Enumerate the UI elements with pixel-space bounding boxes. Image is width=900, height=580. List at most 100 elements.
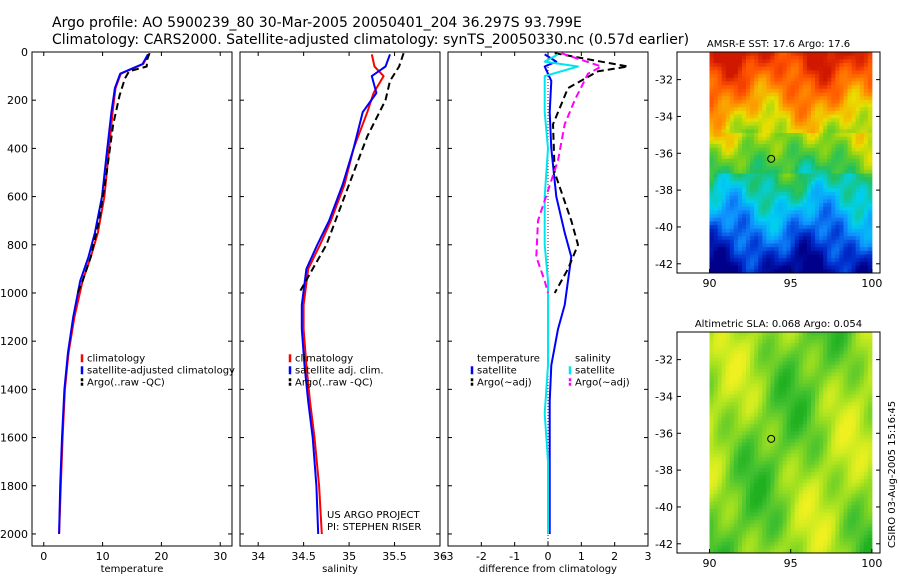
map-cell xyxy=(717,490,723,495)
map-cell xyxy=(839,228,844,233)
map-cell xyxy=(778,129,784,134)
legend-label: climatology xyxy=(87,353,145,364)
map-cell xyxy=(766,409,771,414)
map-cell xyxy=(790,453,796,458)
map-cell xyxy=(847,236,853,241)
map-cell xyxy=(721,261,727,267)
map-cell xyxy=(835,210,840,215)
map-cell xyxy=(746,203,751,208)
map-cell xyxy=(815,103,820,108)
map-cell xyxy=(798,343,804,348)
map-cell xyxy=(859,464,865,469)
map-cell xyxy=(737,96,743,101)
map-cell xyxy=(847,523,853,528)
map-cell xyxy=(835,387,840,392)
map-cell xyxy=(725,409,731,414)
map-cell xyxy=(859,107,865,112)
map-cell xyxy=(786,59,792,64)
map-cell xyxy=(843,169,849,175)
map-cell xyxy=(782,180,788,186)
map-cell xyxy=(721,335,727,340)
map-cell xyxy=(863,261,869,267)
map-cell xyxy=(774,66,779,71)
map-cell xyxy=(758,129,763,134)
map-cell xyxy=(867,203,873,208)
map-cell xyxy=(798,250,804,256)
map-cell xyxy=(843,191,849,197)
map-cell xyxy=(737,77,743,82)
map-cell xyxy=(774,431,779,436)
map-cell xyxy=(794,457,800,462)
map-cell xyxy=(758,401,763,407)
map-cell xyxy=(725,394,731,399)
map-cell xyxy=(758,232,763,237)
map-cell xyxy=(766,77,771,82)
map-cell xyxy=(851,420,857,425)
map-cell xyxy=(863,516,869,521)
map-cell xyxy=(746,530,751,536)
map-cell xyxy=(819,85,824,90)
map-cell xyxy=(721,387,727,392)
map-cell xyxy=(863,530,869,536)
map-cell xyxy=(721,103,727,108)
map-cell xyxy=(754,446,759,451)
map-cell xyxy=(770,339,775,344)
map-cell xyxy=(733,191,739,197)
map-cell xyxy=(851,261,857,267)
map-cell xyxy=(721,427,727,432)
map-cell xyxy=(713,265,719,270)
map-cell xyxy=(737,92,743,97)
map-cell xyxy=(835,398,840,403)
map-cell xyxy=(831,394,836,399)
map-cell xyxy=(827,479,832,484)
map-cell xyxy=(729,468,735,473)
map-cell xyxy=(758,420,763,425)
map-cell xyxy=(863,383,869,388)
map-cell xyxy=(758,258,763,263)
map-cell xyxy=(774,453,779,458)
map-cell xyxy=(790,494,796,499)
map-cell xyxy=(721,376,727,381)
map-cell xyxy=(729,203,735,208)
map-cell xyxy=(802,545,808,550)
map-cell xyxy=(713,549,719,554)
map-cell xyxy=(867,158,873,163)
map-cell xyxy=(794,144,800,149)
map-cell xyxy=(770,203,775,208)
map-cell xyxy=(802,523,808,528)
map-cell xyxy=(798,401,804,407)
map-cell xyxy=(827,151,832,156)
map-cell xyxy=(863,486,869,491)
map-cell xyxy=(762,372,767,377)
map-cell xyxy=(794,151,800,156)
map-cell xyxy=(786,121,792,127)
map-cell xyxy=(798,420,804,425)
map-cell xyxy=(725,390,731,396)
map-cell xyxy=(741,121,747,127)
map-cell xyxy=(851,464,857,469)
map-cell xyxy=(794,530,800,536)
map-cell xyxy=(778,530,784,536)
map-cell xyxy=(806,77,812,82)
map-cell xyxy=(806,88,812,94)
map-cell xyxy=(802,180,808,186)
map-cell xyxy=(766,103,771,108)
map-cell xyxy=(778,545,784,550)
map-cell xyxy=(713,343,719,348)
map-cell xyxy=(851,225,857,230)
map-cell xyxy=(802,530,808,536)
map-cell xyxy=(815,92,820,97)
map-cell xyxy=(762,501,767,506)
map-cell xyxy=(709,225,715,230)
map-cell xyxy=(778,413,784,418)
map-cell xyxy=(831,475,836,480)
map-cell xyxy=(750,449,755,455)
map-cell xyxy=(794,486,800,491)
map-cell xyxy=(774,409,779,414)
map-cell xyxy=(839,541,844,547)
plot-frame xyxy=(239,51,441,547)
map-cell xyxy=(729,527,735,532)
map-cell xyxy=(790,55,796,60)
map-cell xyxy=(843,516,849,521)
